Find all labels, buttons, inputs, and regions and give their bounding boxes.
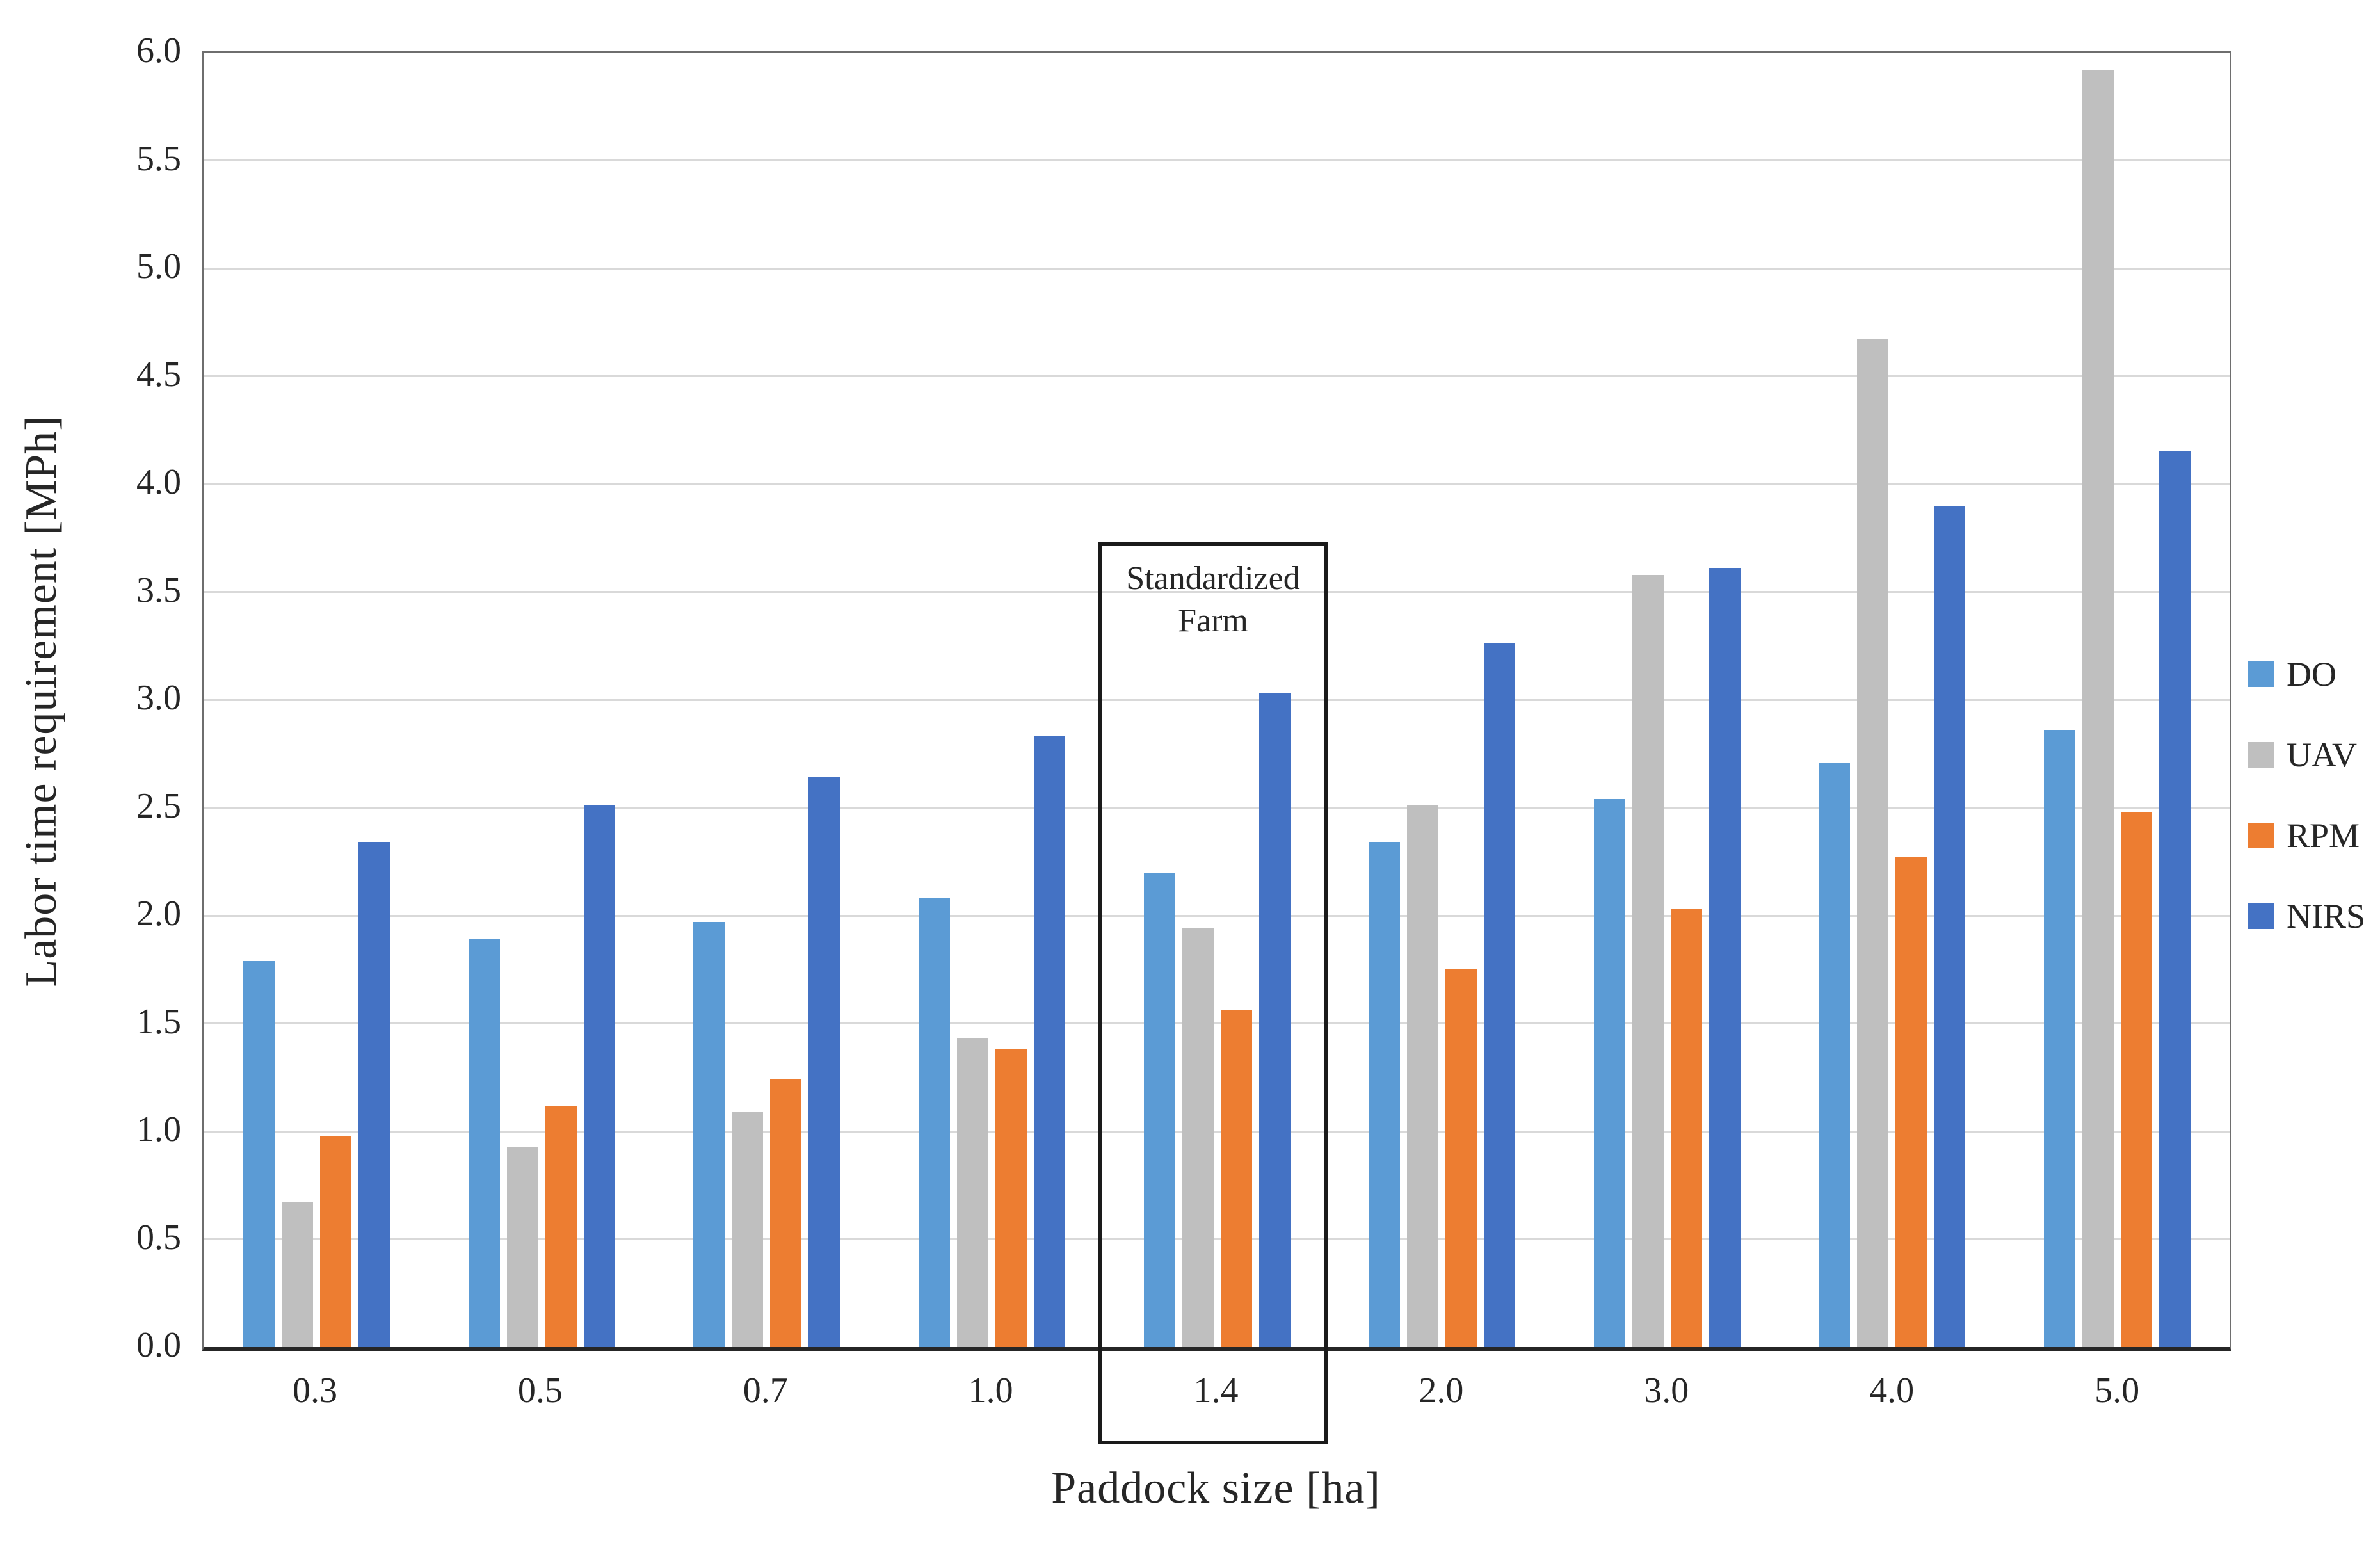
x-axis-tick-label-4.0: 4.0 — [1869, 1371, 1915, 1410]
bar-NIRS-0.5 — [583, 805, 615, 1347]
gridline — [204, 159, 2230, 162]
bar-group-0.5 — [430, 53, 655, 1347]
legend-label-RPM: RPM — [2287, 816, 2360, 855]
bar-group-1.4 — [1104, 53, 1330, 1347]
x-axis-tick-label-0.3: 0.3 — [292, 1371, 337, 1410]
bar-group-0.7 — [654, 53, 880, 1347]
bar-UAV-1.4 — [1182, 928, 1214, 1347]
x-axis-title: Paddock size [ha] — [1051, 1464, 1381, 1513]
bar-DO-1.0 — [918, 898, 950, 1347]
x-axis-tick-label-3.0: 3.0 — [1644, 1371, 1689, 1410]
bar-NIRS-2.0 — [1484, 643, 1516, 1347]
legend-label-NIRS: NIRS — [2287, 897, 2366, 935]
gridline — [204, 807, 2230, 809]
bar-RPM-4.0 — [1895, 857, 1927, 1347]
legend-label-DO: DO — [2287, 655, 2336, 693]
bar-UAV-2.0 — [1407, 805, 1439, 1347]
bar-UAV-3.0 — [1632, 574, 1664, 1347]
bar-group-5.0 — [2005, 53, 2230, 1347]
legend-item-DO: DO — [2248, 654, 2365, 694]
gridline — [204, 699, 2230, 701]
y-axis-tick-label: 3.5 — [136, 570, 181, 610]
gridline — [204, 267, 2230, 270]
bar-UAV-0.7 — [732, 1111, 764, 1347]
bar-RPM-0.5 — [545, 1105, 577, 1347]
legend: DO UAV RPM NIRS — [2248, 654, 2365, 936]
bar-group-4.0 — [1780, 53, 2005, 1347]
legend-color-swatch-NIRS — [2248, 903, 2274, 929]
x-axis-tick-label-5.0: 5.0 — [2095, 1371, 2140, 1410]
legend-item-UAV: UAV — [2248, 735, 2365, 775]
y-axis-tick-label: 4.0 — [136, 462, 181, 502]
legend-label-UAV: UAV — [2287, 736, 2358, 774]
x-axis-tick-label-1.0: 1.0 — [968, 1371, 1013, 1410]
y-axis-tick-label: 0.0 — [136, 1325, 181, 1365]
y-axis-tick-label: 1.0 — [136, 1110, 181, 1149]
bar-group-0.3 — [204, 53, 430, 1347]
bar-DO-0.3 — [243, 960, 275, 1347]
bar-RPM-5.0 — [2120, 812, 2152, 1347]
gridline — [204, 1022, 2230, 1024]
bar-group-2.0 — [1330, 53, 1555, 1347]
bar-DO-0.7 — [693, 922, 725, 1347]
y-axis-tick-label: 6.0 — [136, 31, 181, 70]
bar-groups-container — [204, 53, 2230, 1347]
legend-item-RPM: RPM — [2248, 816, 2365, 855]
x-axis-tick-label-0.7: 0.7 — [743, 1371, 788, 1410]
bar-DO-0.5 — [468, 939, 500, 1347]
bar-UAV-4.0 — [1857, 339, 1889, 1347]
gridline — [204, 591, 2230, 593]
plot-area — [202, 51, 2231, 1351]
bar-NIRS-1.0 — [1033, 736, 1065, 1347]
bar-NIRS-4.0 — [1934, 505, 1966, 1347]
x-axis-tick-label-2.0: 2.0 — [1419, 1371, 1464, 1410]
gridline — [204, 1130, 2230, 1133]
gridline — [204, 375, 2230, 377]
bar-DO-5.0 — [2043, 730, 2075, 1347]
bar-group-3.0 — [1554, 53, 1780, 1347]
x-axis-tick-label-0.5: 0.5 — [517, 1371, 563, 1410]
bar-UAV-1.0 — [956, 1038, 988, 1347]
bar-DO-4.0 — [1819, 762, 1851, 1347]
y-axis-tick-label: 2.0 — [136, 894, 181, 933]
bar-DO-1.4 — [1143, 872, 1175, 1347]
y-axis-tick-label: 3.0 — [136, 678, 181, 718]
bar-group-1.0 — [880, 53, 1105, 1347]
gridline — [204, 914, 2230, 917]
y-axis-tick-label: 5.5 — [136, 138, 181, 179]
y-axis-tick-label: 4.5 — [136, 354, 181, 394]
legend-item-NIRS: NIRS — [2248, 896, 2365, 936]
legend-color-swatch-RPM — [2248, 823, 2274, 848]
y-axis-tick-label: 2.5 — [136, 786, 181, 826]
bar-NIRS-3.0 — [1709, 568, 1741, 1347]
gridline — [204, 483, 2230, 485]
bar-UAV-5.0 — [2082, 69, 2114, 1347]
bar-RPM-1.4 — [1220, 1010, 1252, 1347]
y-axis-tick-label: 5.0 — [136, 246, 181, 286]
y-axis-tick-label: 1.5 — [136, 1001, 181, 1042]
bar-NIRS-1.4 — [1258, 693, 1291, 1347]
bar-DO-2.0 — [1369, 842, 1401, 1347]
legend-color-swatch-DO — [2248, 661, 2274, 687]
legend-color-swatch-UAV — [2248, 742, 2274, 768]
bar-RPM-2.0 — [1445, 969, 1477, 1347]
bar-NIRS-5.0 — [2159, 451, 2191, 1347]
bar-UAV-0.5 — [506, 1146, 538, 1347]
bar-NIRS-0.3 — [358, 842, 390, 1347]
bar-RPM-3.0 — [1670, 909, 1702, 1347]
bar-UAV-0.3 — [282, 1202, 314, 1347]
bar-RPM-1.0 — [995, 1049, 1027, 1347]
y-axis-tick-label: 0.5 — [136, 1217, 181, 1257]
x-axis-tick-labels: 0.3 0.5 0.7 1.0 1.4 2.0 3.0 4.0 5.0 — [202, 1370, 2230, 1411]
bar-NIRS-0.7 — [808, 777, 840, 1347]
bar-DO-3.0 — [1593, 799, 1625, 1347]
x-axis-tick-label-1.4: 1.4 — [1193, 1371, 1239, 1410]
gridline — [204, 1238, 2230, 1241]
bar-RPM-0.7 — [770, 1079, 802, 1347]
bar-RPM-0.3 — [320, 1135, 352, 1347]
